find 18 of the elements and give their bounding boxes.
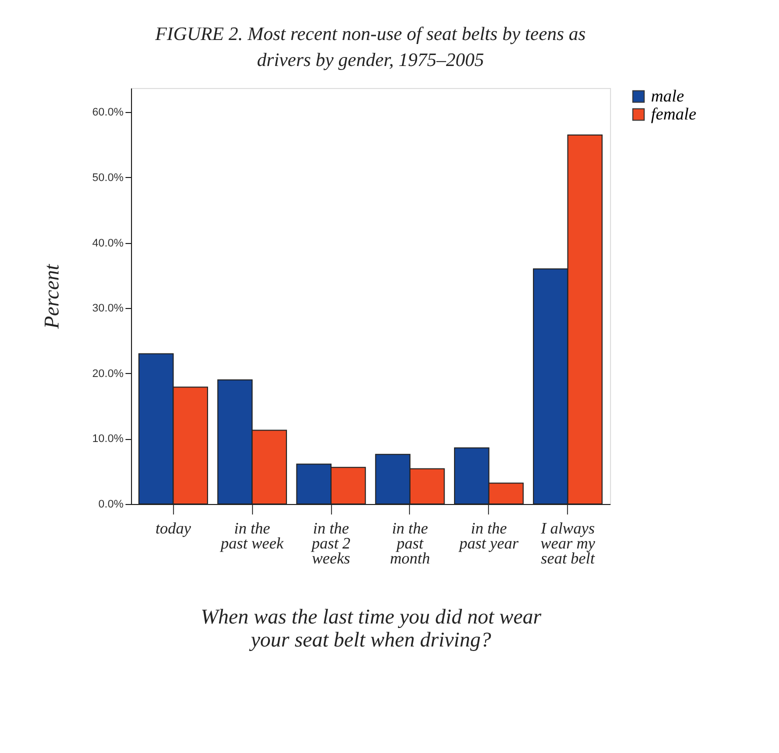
legend-label: female xyxy=(651,104,697,124)
x-tick-label: in the past year xyxy=(458,520,520,552)
y-tick-label: 20.0% xyxy=(92,368,124,380)
y-tick-label: 10.0% xyxy=(92,433,124,446)
x-tick-label: I always wear my seat belt xyxy=(540,520,596,568)
y-tick-label: 30.0% xyxy=(92,302,124,315)
y-tick-label: 0.0% xyxy=(98,498,124,510)
x-axis-title: When was the last time you did not wear your seat belt when driving? xyxy=(200,604,542,652)
y-tick-label: 40.0% xyxy=(92,237,124,250)
chart-title: FIGURE 2. Most recent non-use of seat belts by teens as drivers by gender, 1975–2005 xyxy=(154,24,586,71)
x-tick-label: in the past 2 weeks xyxy=(310,520,350,568)
legend-label: male xyxy=(651,86,684,106)
x-tick-label: in the past month xyxy=(390,520,430,568)
x-tick-label: in the past week xyxy=(220,520,284,552)
y-tick-label: 60.0% xyxy=(92,106,124,119)
y-tick-label: 50.0% xyxy=(92,172,124,184)
y-axis-title: Percent xyxy=(39,263,64,330)
x-tick-label: today xyxy=(155,520,192,538)
